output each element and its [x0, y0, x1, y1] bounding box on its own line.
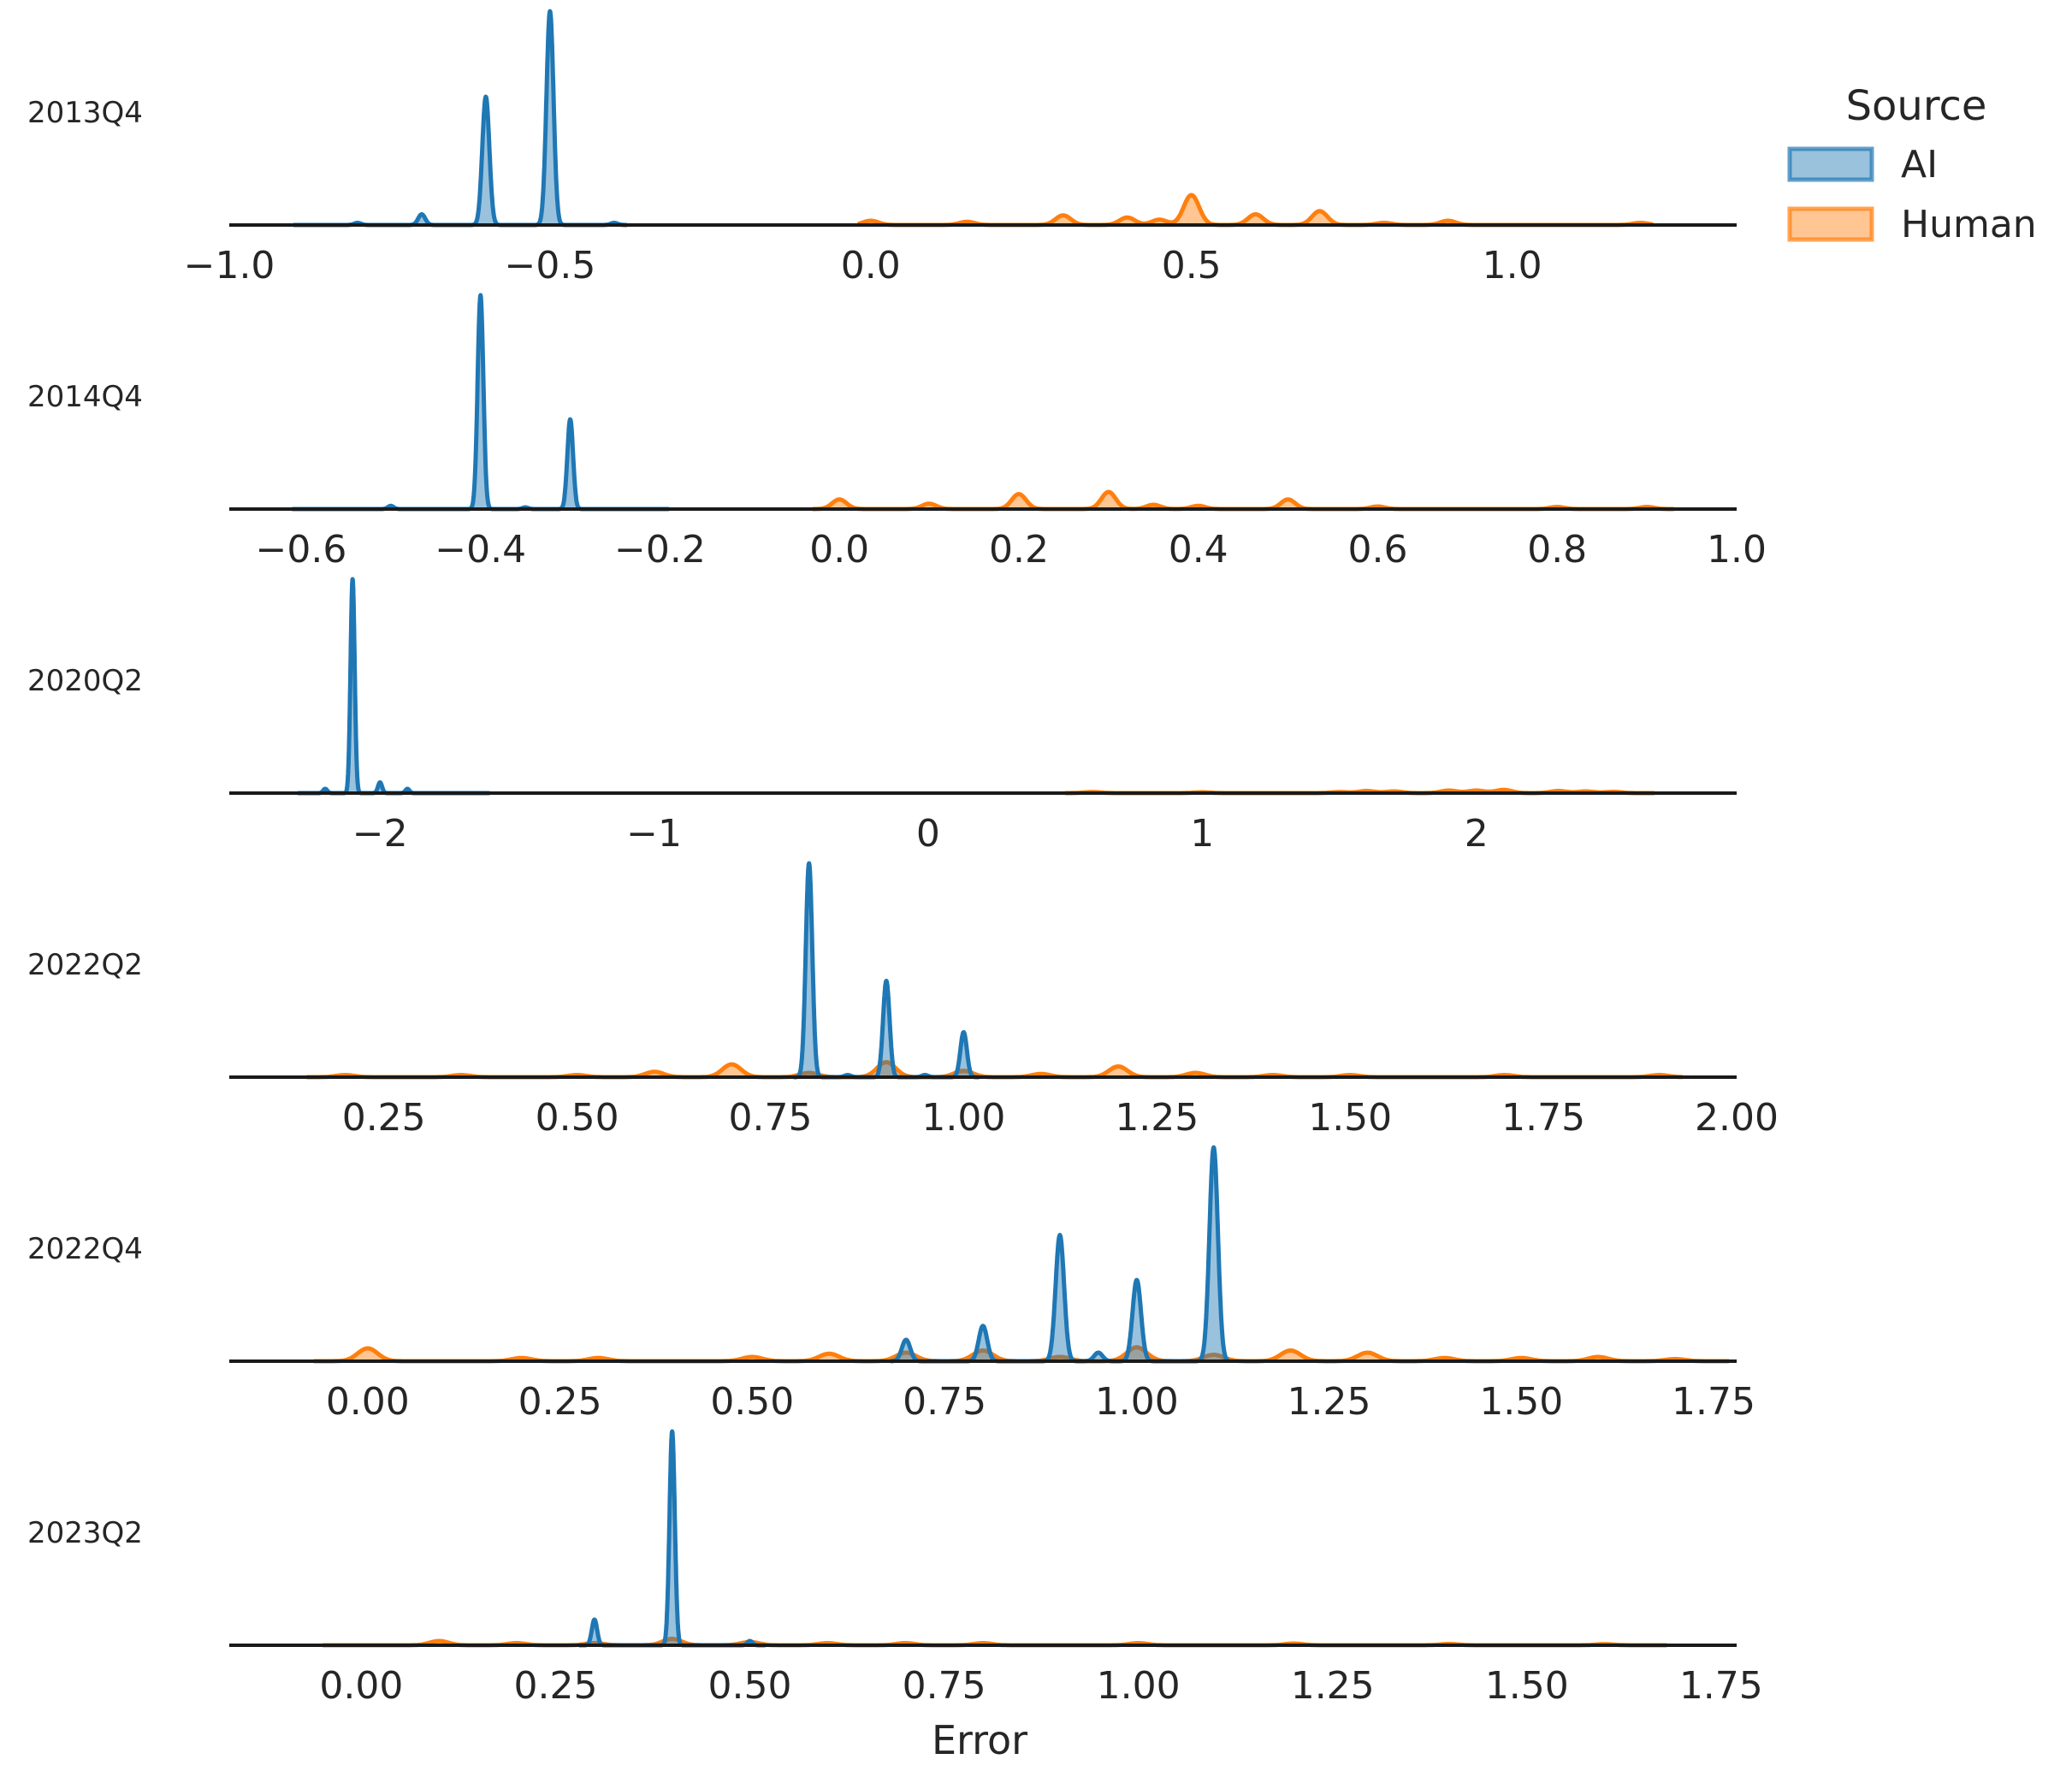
x-tick-label: 1.50: [1308, 1096, 1392, 1140]
density-line-ai: [291, 9, 629, 228]
row-label: 2023Q2: [27, 1516, 143, 1550]
panel-2022Q4: 2022Q4 0.00 0.25 0.50 0.75 1.00 1.25 1.50 1.75: [27, 1145, 1755, 1424]
x-tick-label: 1.75: [1672, 1380, 1755, 1424]
x-tick-label: 0.75: [903, 1664, 986, 1708]
x-tick-label: 1.50: [1485, 1664, 1569, 1708]
density-fill-ai: [293, 11, 627, 225]
x-axis-title: Error: [932, 1717, 1027, 1763]
x-tick-label: 2: [1465, 812, 1489, 856]
legend-item-human: Human: [1787, 203, 2037, 246]
density-fill-ai: [292, 295, 669, 509]
density-fill-ai: [298, 579, 490, 793]
panel-2020Q2: 2020Q2 −2 −1 0 1 2: [27, 577, 1737, 856]
legend-swatch: [1787, 146, 1874, 182]
x-tick-label: −1.0: [184, 244, 275, 287]
x-tick-label: 2.00: [1695, 1096, 1779, 1140]
x-tick-label: 1.75: [1679, 1664, 1763, 1708]
x-tick-label: −0.5: [504, 244, 595, 287]
density-fill-human: [306, 1062, 1683, 1077]
x-tick-label: 1.0: [1707, 528, 1767, 572]
x-tick-label: 1.00: [921, 1096, 1005, 1140]
ridgeline-panels: 2013Q4 −1.0 −0.5 0.0 0.5 1.0 2014Q4 −0.6 −0.4 −0.…: [27, 9, 1779, 1708]
density-line-human: [811, 489, 1675, 512]
panel-2013Q4: 2013Q4 −1.0 −0.5 0.0 0.5 1.0: [27, 9, 1737, 287]
legend-item-ai: AI: [1787, 143, 1938, 187]
x-tick-label: 1.00: [1095, 1380, 1179, 1424]
legend-swatch: [1787, 206, 1874, 242]
x-tick-label: −1: [626, 812, 682, 856]
density-fill-ai: [793, 863, 980, 1077]
x-tick-label: −0.2: [614, 528, 706, 572]
x-tick-label: 0.5: [1162, 244, 1222, 287]
x-tick-label: 0.75: [903, 1380, 986, 1424]
density-line-ai: [295, 577, 492, 796]
row-label: 2020Q2: [27, 664, 143, 698]
row-label: 2014Q4: [27, 380, 143, 414]
panel-2022Q2: 2022Q2 0.25 0.50 0.75 1.00 1.25 1.50 1.75 2.00: [27, 861, 1779, 1140]
x-tick-label: 1.25: [1115, 1096, 1199, 1140]
x-tick-label: 0.25: [518, 1380, 602, 1424]
x-tick-label: 0.2: [989, 528, 1049, 572]
density-fill-human: [857, 195, 1654, 225]
x-tick-label: 0.50: [708, 1664, 792, 1708]
density-fill-human: [313, 1347, 1729, 1361]
legend-label: Human: [1901, 203, 2037, 246]
panel-2014Q4: 2014Q4 −0.6 −0.4 −0.2 0.0 0.2 0.4 0.6 0.8 1.0: [27, 293, 1767, 572]
row-label: 2013Q4: [27, 96, 143, 130]
x-tick-label: 0.25: [342, 1096, 426, 1140]
x-tick-label: 0.8: [1527, 528, 1587, 572]
x-tick-label: 0: [916, 812, 940, 856]
x-tick-label: 1.00: [1097, 1664, 1181, 1708]
x-tick-label: 1.75: [1501, 1096, 1585, 1140]
x-tick-label: 0.50: [536, 1096, 619, 1140]
x-tick-label: 0.4: [1169, 528, 1228, 572]
panel-2023Q2: 2023Q2 0.00 0.25 0.50 0.75 1.00 1.25 1.50 1.75: [27, 1429, 1763, 1708]
density-fill-ai: [891, 1147, 1229, 1361]
x-tick-label: 0.75: [729, 1096, 813, 1140]
density-line-human: [305, 1060, 1684, 1080]
x-tick-label: 0.00: [319, 1664, 403, 1708]
x-tick-label: 0.00: [326, 1380, 410, 1424]
row-label: 2022Q2: [27, 948, 143, 982]
row-label: 2022Q4: [27, 1232, 143, 1266]
x-tick-label: 0.50: [710, 1380, 794, 1424]
legend-label: AI: [1901, 143, 1938, 187]
x-tick-label: 0.25: [514, 1664, 598, 1708]
x-tick-label: 1.25: [1288, 1380, 1371, 1424]
x-tick-label: 1.50: [1479, 1380, 1563, 1424]
x-tick-label: 1: [1190, 812, 1214, 856]
legend-title: Source: [1846, 82, 1987, 130]
x-tick-label: 0.6: [1348, 528, 1408, 572]
legend: Source AI Human: [1787, 82, 2037, 246]
x-tick-label: −0.4: [435, 528, 526, 572]
x-tick-label: 1.25: [1291, 1664, 1375, 1708]
density-fill-ai: [578, 1431, 766, 1645]
x-tick-label: 1.0: [1483, 244, 1542, 287]
x-tick-label: 0.0: [809, 528, 869, 572]
x-tick-label: −2: [352, 812, 408, 856]
x-tick-label: 0.0: [841, 244, 901, 287]
x-tick-label: −0.6: [255, 528, 346, 572]
